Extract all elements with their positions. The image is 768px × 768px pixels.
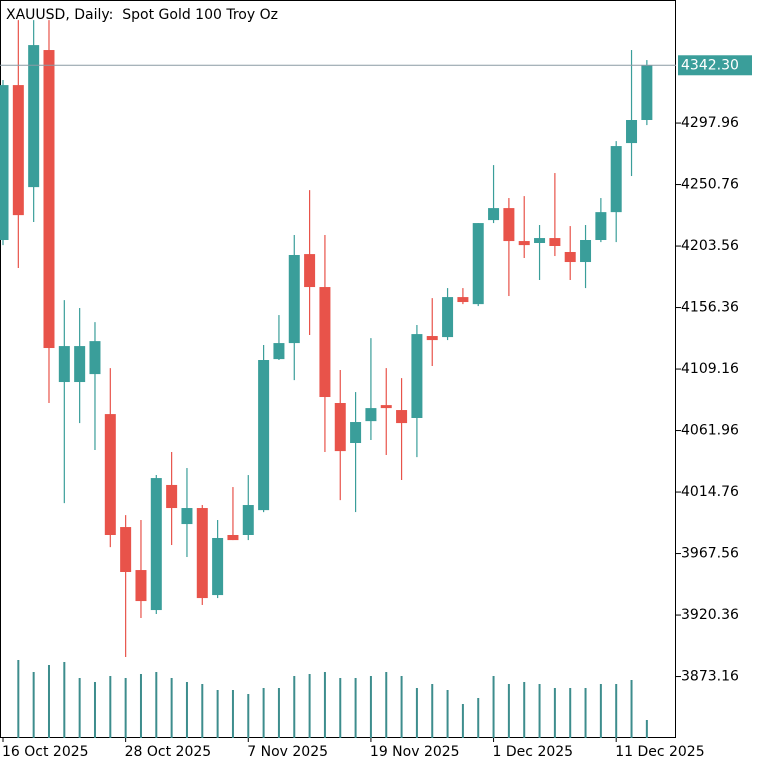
candle-body bbox=[89, 341, 101, 375]
candle-body bbox=[334, 403, 346, 452]
candle-body bbox=[641, 65, 653, 121]
y-tick-label: 4156.36 bbox=[681, 300, 739, 316]
y-tick-label: 4014.76 bbox=[681, 484, 739, 500]
candle-body bbox=[549, 238, 561, 246]
candle-body bbox=[365, 408, 377, 422]
candle-body bbox=[104, 414, 116, 535]
candle-body bbox=[350, 422, 362, 444]
candle-body bbox=[273, 343, 285, 360]
y-tick-label: 3873.16 bbox=[681, 669, 739, 685]
y-tick-label: 4250.76 bbox=[681, 177, 739, 193]
y-tick-label: 4203.56 bbox=[681, 238, 739, 254]
y-tick-label: 3967.56 bbox=[681, 546, 739, 562]
candle-body bbox=[534, 238, 546, 244]
candle-body bbox=[28, 45, 40, 188]
x-tick-label: 19 Nov 2025 bbox=[370, 744, 460, 760]
candle-body bbox=[319, 287, 331, 398]
candle-body bbox=[580, 240, 592, 263]
candle-body bbox=[488, 208, 500, 221]
candle-body bbox=[196, 508, 208, 599]
candle-body bbox=[212, 537, 224, 596]
x-tick-label: 7 Nov 2025 bbox=[247, 744, 328, 760]
candle-body bbox=[595, 212, 607, 241]
candle-body bbox=[610, 146, 622, 213]
candle-body bbox=[227, 534, 239, 541]
candle-body bbox=[135, 570, 147, 602]
y-tick-label: 3920.36 bbox=[681, 607, 739, 623]
candle-body bbox=[166, 484, 178, 509]
last-price-label: 4342.30 bbox=[681, 57, 739, 73]
candle-body bbox=[58, 346, 70, 383]
candle-body bbox=[43, 50, 55, 349]
candle-body bbox=[396, 410, 408, 424]
y-tick-label: 4109.16 bbox=[681, 361, 739, 377]
candle-body bbox=[0, 85, 9, 241]
candle-body bbox=[258, 360, 270, 511]
x-tick-label: 28 Oct 2025 bbox=[125, 744, 212, 760]
chart-title: XAUUSD, Daily: Spot Gold 100 Troy Oz bbox=[6, 7, 278, 23]
candle-body bbox=[181, 508, 193, 525]
candle-body bbox=[12, 85, 24, 216]
x-tick-label: 11 Dec 2025 bbox=[615, 744, 704, 760]
candle-body bbox=[442, 297, 454, 338]
plot-frame bbox=[0, 0, 676, 738]
candle-body bbox=[120, 527, 132, 573]
y-tick-label: 4061.96 bbox=[681, 423, 739, 439]
candle-body bbox=[411, 334, 423, 418]
candle-body bbox=[626, 120, 638, 144]
x-tick-label: 1 Dec 2025 bbox=[493, 744, 574, 760]
candle-body bbox=[242, 505, 254, 535]
candle-body bbox=[564, 251, 576, 263]
candle-body bbox=[472, 223, 484, 305]
candle-body bbox=[503, 208, 515, 242]
last-price-box bbox=[678, 55, 752, 76]
x-tick-label: 16 Oct 2025 bbox=[2, 744, 89, 760]
candle-body bbox=[426, 336, 438, 341]
candle-body bbox=[288, 254, 300, 344]
candle-body bbox=[518, 241, 530, 246]
candle-body bbox=[150, 478, 162, 611]
y-tick-label: 4297.96 bbox=[681, 115, 739, 131]
candle-body bbox=[457, 297, 469, 303]
candle-body bbox=[74, 346, 86, 383]
candle-body bbox=[380, 405, 392, 409]
candle-body bbox=[304, 254, 316, 288]
